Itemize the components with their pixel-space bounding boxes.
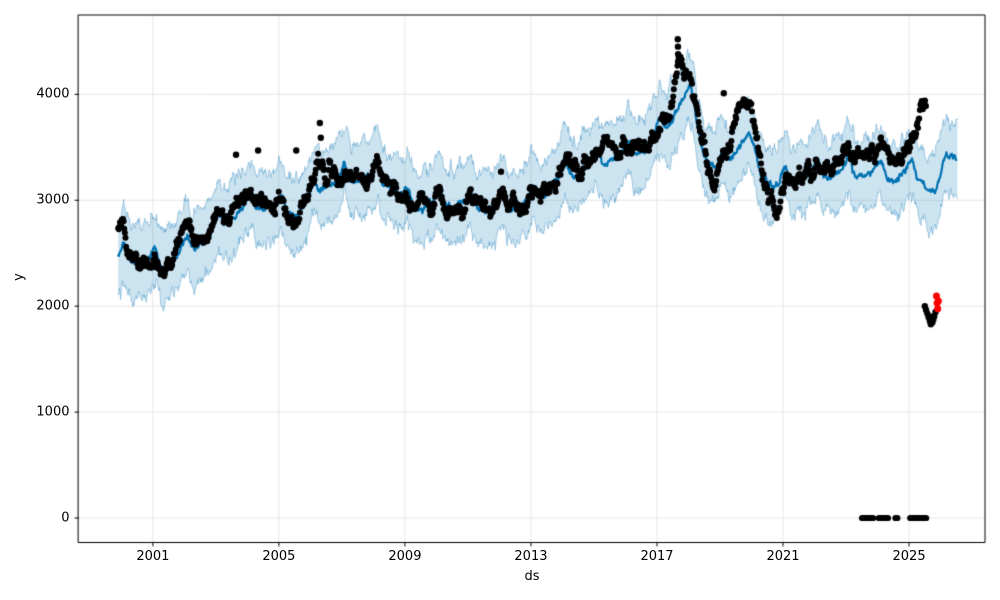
y-tick-label: 3000 <box>36 192 70 208</box>
x-tick-label: 2025 <box>892 549 926 564</box>
y-axis-title: y <box>11 273 27 281</box>
y-tick-label: 4000 <box>36 86 70 102</box>
x-tick-label: 2017 <box>640 549 674 564</box>
y-tick-label: 2000 <box>36 298 70 314</box>
y-tick-label: 0 <box>61 510 70 526</box>
x-tick-label: 2001 <box>136 549 170 564</box>
x-tick-label: 2005 <box>262 549 296 564</box>
x-tick-label: 2013 <box>514 549 548 564</box>
x-tick-label: 2009 <box>388 549 422 564</box>
x-axis-title: ds <box>524 569 540 584</box>
x-tick-label: 2021 <box>766 549 800 564</box>
y-tick-label: 1000 <box>36 404 70 420</box>
